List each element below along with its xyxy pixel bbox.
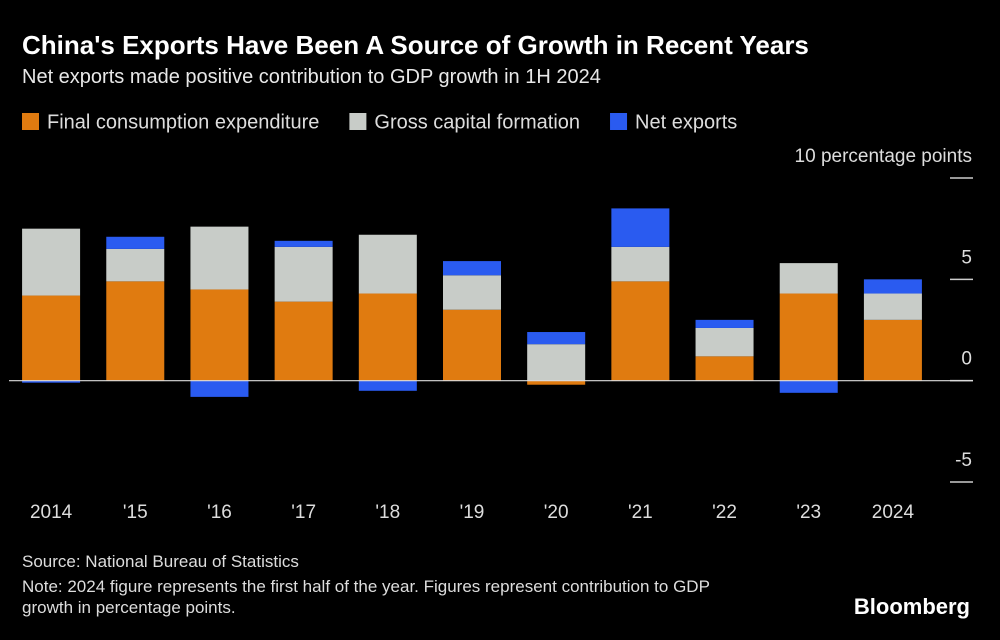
bar-segment xyxy=(190,289,249,381)
legend-swatch xyxy=(349,113,367,130)
y-tick-label: 0 xyxy=(961,349,972,370)
bar-segment xyxy=(527,332,586,345)
bar-segment xyxy=(527,344,586,381)
bar-segment xyxy=(695,327,754,357)
bar-segment xyxy=(527,380,586,385)
x-tick-label: '21 xyxy=(628,502,653,523)
x-tick-label: 2014 xyxy=(30,502,73,523)
bar-segment xyxy=(106,248,165,282)
bar-segment xyxy=(358,234,417,294)
bar-segment xyxy=(695,356,754,381)
bar-segment xyxy=(190,380,249,397)
chart-subtitle: Net exports made positive contribution t… xyxy=(22,66,601,88)
bar-segment xyxy=(779,263,838,294)
bar-segment xyxy=(274,246,333,302)
brand: Bloomberg xyxy=(853,594,970,619)
bar-segment xyxy=(358,380,417,391)
bar-segment xyxy=(779,380,838,393)
bar-segment xyxy=(611,208,670,247)
bar-segment xyxy=(106,281,165,381)
x-tick-label: '22 xyxy=(712,502,737,523)
chart-title: China's Exports Have Been A Source of Gr… xyxy=(22,30,809,60)
bar-segment xyxy=(190,226,249,290)
note: Note: 2024 figure represents the first h… xyxy=(22,577,710,617)
y-tick-label: 5 xyxy=(961,247,972,268)
x-tick-label: '23 xyxy=(796,502,821,523)
bar-segment xyxy=(779,293,838,381)
bar-segment xyxy=(863,293,922,320)
bar-segment xyxy=(358,293,417,381)
legend-swatch xyxy=(610,113,628,130)
x-tick-label: '19 xyxy=(460,502,485,523)
chart: Final consumption expenditure Gross capit… xyxy=(9,111,973,523)
bar-segment xyxy=(106,236,165,249)
y-tick-label: -5 xyxy=(955,450,972,471)
x-tick-label: '18 xyxy=(375,502,400,523)
y-tick-label: 10 percentage points xyxy=(795,146,972,167)
legend-label: Final consumption expenditure xyxy=(47,111,319,133)
legend-swatch xyxy=(22,113,39,130)
x-tick-label: 2024 xyxy=(872,502,915,523)
bar-segment xyxy=(22,380,81,383)
bar-segment xyxy=(443,309,501,381)
bar-segment xyxy=(22,295,81,381)
bar-segment xyxy=(863,279,922,294)
x-tick-label: '15 xyxy=(123,502,148,523)
bar-segment xyxy=(611,281,670,381)
bar-segment xyxy=(611,246,670,282)
x-tick-label: '16 xyxy=(207,502,232,523)
bar-segment xyxy=(443,261,501,276)
bar-segment xyxy=(274,240,333,247)
bar-segment xyxy=(443,275,501,310)
bar-segment xyxy=(22,228,81,296)
legend-label: Net exports xyxy=(635,111,737,133)
bar-segment xyxy=(863,319,922,381)
bar-segment xyxy=(274,301,333,381)
legend-label: Gross capital formation xyxy=(374,111,580,133)
x-tick-label: '20 xyxy=(544,502,569,523)
bar-segment xyxy=(695,319,754,328)
source: Source: National Bureau of Statistics xyxy=(22,552,299,571)
x-tick-label: '17 xyxy=(291,502,316,523)
